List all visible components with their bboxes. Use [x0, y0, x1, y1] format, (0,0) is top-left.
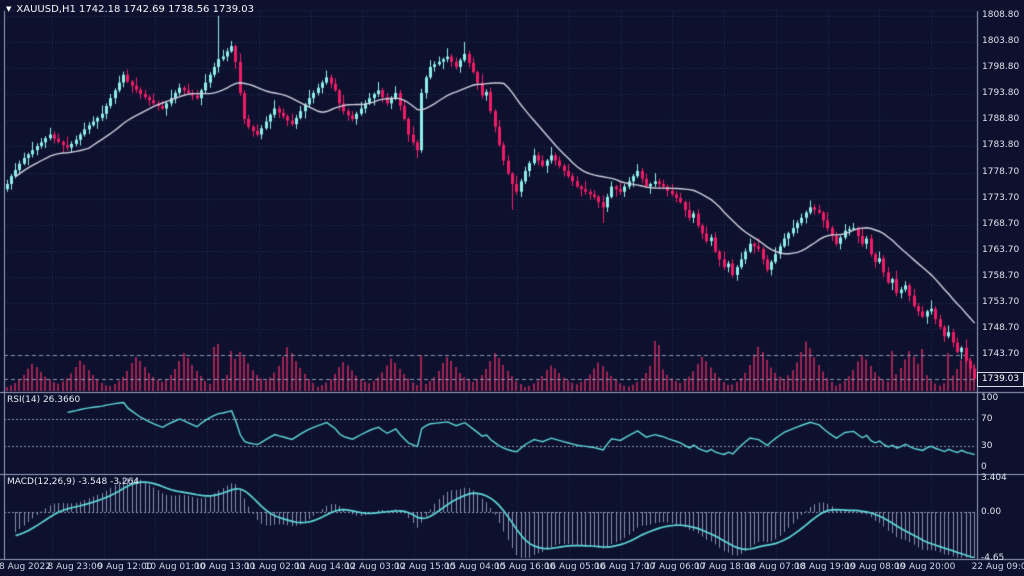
rsi-level-label: 100 [981, 393, 999, 403]
price-axis-label: 1768.70 [982, 218, 1020, 229]
macd-level-label: 3.404 [981, 473, 1007, 484]
rsi-level-label: 30 [981, 441, 993, 452]
price-axis-label: 1793.80 [982, 88, 1020, 98]
price-axis-label: 1758.70 [982, 270, 1020, 281]
time-axis-label: 19 Aug 20:00 [894, 562, 956, 572]
time-axis-label: 11 Aug 14:00 [294, 562, 356, 572]
rsi-level-label: 0 [981, 462, 987, 472]
time-axis-label: 18 Aug 19:00 [794, 562, 856, 572]
time-axis-label: 11 Aug 02:00 [244, 562, 306, 572]
macd-level-label: 0.00 [981, 507, 1002, 517]
price-axis-label: 1783.80 [982, 140, 1020, 150]
time-axis-label: 10 Aug 13:00 [194, 562, 256, 572]
time-axis-label: 16 Aug 05:00 [544, 562, 606, 572]
rsi-indicator-label: RSI(14) 26.3660 [7, 395, 81, 405]
macd-level-label: -4.65 [981, 553, 1005, 564]
symbol-ohlc-text: XAUUSD,H1 1742.18 1742.69 1738.56 1739.0… [16, 4, 254, 15]
price-axis-label: 1763.70 [982, 244, 1020, 255]
time-axis-label: 15 Aug 04:00 [444, 562, 506, 572]
price-axis-label: 1753.70 [982, 296, 1020, 307]
time-axis-label: 9 Aug 12:00 [97, 562, 153, 572]
time-axis-label: 8 Aug 23:00 [47, 562, 103, 572]
price-axis-label: 1773.70 [982, 192, 1020, 203]
time-axis-label: 15 Aug 16:00 [494, 562, 556, 572]
current-price-badge: 1739.03 [977, 371, 1024, 387]
chevron-down-icon: ▼ [6, 5, 12, 13]
time-axis-label: 12 Aug 15:00 [394, 562, 456, 572]
price-axis-label: 1788.80 [982, 114, 1020, 124]
time-axis-label: 12 Aug 03:00 [344, 562, 406, 572]
macd-indicator-label: MACD(12,26,9) -3.548 -3.264 [7, 477, 140, 487]
price-axis-label: 1808.80 [982, 10, 1020, 20]
symbol-ohlc-label[interactable]: ▼ XAUUSD,H1 1742.18 1742.69 1738.56 1739… [6, 4, 254, 15]
rsi-level-label: 70 [981, 413, 993, 424]
price-axis-label: 1803.80 [982, 36, 1020, 46]
time-axis-label: 19 Aug 08:00 [844, 562, 906, 572]
price-axis-label: 1748.70 [982, 322, 1020, 333]
price-axis-label: 1743.70 [982, 348, 1020, 359]
time-axis-label: 22 Aug 09:00 [971, 562, 1024, 572]
time-axis-label: 18 Aug 07:00 [744, 562, 806, 572]
time-axis-label: 8 Aug 2022 [0, 562, 51, 572]
time-axis-label: 17 Aug 06:00 [644, 562, 706, 572]
price-axis-label: 1778.70 [982, 166, 1020, 177]
time-axis-label: 17 Aug 18:00 [694, 562, 756, 572]
time-axis-label: 16 Aug 17:00 [594, 562, 656, 572]
price-axis-label: 1798.80 [982, 62, 1020, 72]
time-axis-label: 10 Aug 01:00 [144, 562, 206, 572]
